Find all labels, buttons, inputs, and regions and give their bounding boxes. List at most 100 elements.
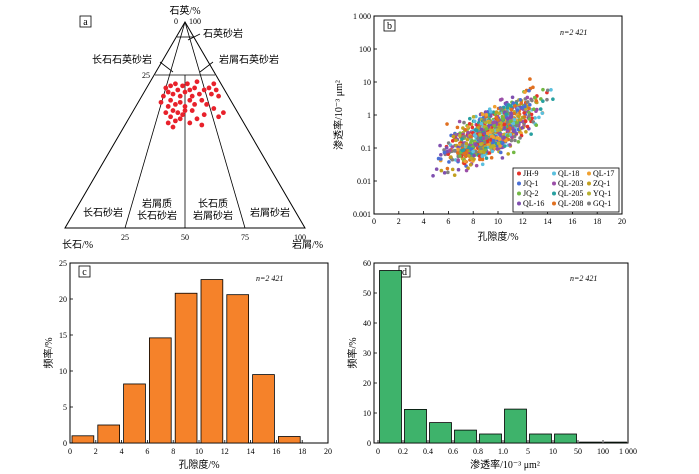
legend-marker bbox=[587, 191, 591, 196]
scatter-point bbox=[503, 144, 507, 148]
ternary-point bbox=[211, 106, 217, 111]
scatter-point bbox=[448, 148, 452, 153]
ternary-point bbox=[161, 93, 166, 99]
scatter-ytick-label: 10 bbox=[363, 78, 371, 87]
scatter-point bbox=[496, 141, 501, 146]
scatter-point bbox=[455, 125, 460, 130]
ternary-point bbox=[182, 104, 188, 109]
hist-d-ytick-label: 10 bbox=[363, 409, 371, 418]
scatter-point bbox=[456, 167, 461, 172]
ternary-point bbox=[197, 91, 202, 97]
scatter-point bbox=[480, 157, 485, 162]
hist-c-xtick-label: 8 bbox=[171, 447, 175, 456]
ternary-point bbox=[211, 81, 217, 87]
scatter-point bbox=[484, 127, 489, 131]
scatter-point bbox=[482, 131, 487, 136]
scatter-point bbox=[457, 119, 462, 124]
scatter-point bbox=[519, 101, 524, 105]
scatter-point bbox=[502, 125, 507, 130]
scatter-point bbox=[525, 95, 530, 100]
scatter-point bbox=[450, 145, 455, 149]
scatter-point bbox=[526, 100, 530, 104]
ternary-point bbox=[201, 87, 207, 93]
scatter-point bbox=[527, 106, 531, 111]
scatter-point bbox=[479, 127, 484, 132]
scatter-point bbox=[522, 111, 526, 115]
scatter-point bbox=[527, 113, 531, 118]
scatter-point bbox=[439, 152, 443, 157]
scatter-point bbox=[522, 114, 527, 119]
hist-c-xtick-label: 6 bbox=[145, 447, 149, 456]
scatter-point bbox=[468, 162, 473, 167]
hist-d-ytick-label: 30 bbox=[363, 349, 371, 358]
scatter-point bbox=[458, 154, 462, 158]
scatter-point bbox=[466, 130, 470, 135]
scatter-point bbox=[496, 118, 500, 122]
hist-c-xtick-label: 12 bbox=[221, 447, 229, 456]
field-label-arkose: 长石砂岩 bbox=[83, 206, 123, 219]
hist-d-xtick-label: 0.8 bbox=[473, 447, 483, 456]
legend-marker bbox=[552, 171, 556, 176]
scatter-point bbox=[447, 160, 451, 164]
ternary-point bbox=[192, 102, 198, 107]
hist-d-bar bbox=[479, 433, 502, 444]
scatter-point bbox=[474, 143, 478, 147]
ternary-point bbox=[163, 85, 169, 91]
ternary-point bbox=[216, 114, 222, 120]
ternary-point bbox=[192, 85, 198, 91]
hist-c-bar bbox=[174, 292, 198, 444]
scatter-point bbox=[513, 138, 517, 143]
legend-item: QL-17 bbox=[593, 169, 614, 178]
scatter-point bbox=[449, 155, 453, 159]
legend-item: QL-205 bbox=[558, 189, 583, 198]
ternary-point bbox=[165, 104, 171, 109]
scatter-point bbox=[444, 146, 449, 150]
scatter-point bbox=[508, 126, 512, 130]
scatter-point bbox=[460, 143, 465, 148]
ternary-point bbox=[187, 87, 193, 93]
scatter-point bbox=[479, 149, 483, 154]
ternary-point bbox=[170, 124, 176, 130]
scatter-xtick-label: 0 bbox=[372, 217, 376, 226]
ternary-point bbox=[165, 120, 171, 126]
scatter-point bbox=[541, 99, 545, 103]
scatter-point bbox=[509, 138, 514, 143]
scatter-point bbox=[475, 128, 479, 133]
scatter-point bbox=[445, 122, 449, 126]
scatter-point bbox=[508, 143, 512, 147]
scatter-point bbox=[485, 136, 489, 140]
scatter-point bbox=[500, 117, 505, 121]
ternary-point bbox=[194, 116, 200, 122]
scatter-point bbox=[464, 141, 469, 146]
ternary-point bbox=[180, 112, 186, 118]
hist-c-xtick-label: 14 bbox=[247, 447, 255, 456]
scatter-point bbox=[431, 173, 435, 178]
scatter-point bbox=[474, 163, 479, 168]
scatter-point bbox=[479, 121, 484, 126]
ternary-apex-right: 岩屑/% bbox=[292, 238, 323, 251]
scatter-point bbox=[472, 153, 476, 158]
hist-d-bar bbox=[454, 429, 477, 444]
hist-c-bar bbox=[148, 337, 172, 444]
scatter-point bbox=[442, 150, 447, 155]
scatter-point bbox=[470, 125, 475, 130]
panel-b-box bbox=[383, 19, 396, 32]
scatter-point bbox=[518, 118, 523, 122]
ternary-point bbox=[170, 91, 176, 97]
hist-d-bar bbox=[579, 441, 602, 444]
scatter-point bbox=[469, 134, 473, 139]
ternary-point bbox=[189, 93, 195, 99]
ternary-points bbox=[158, 79, 226, 130]
scatter-point bbox=[490, 149, 495, 154]
field-label-quartz-sandstone: 石英砂岩 bbox=[203, 27, 243, 40]
scatter-ytick-label: 100 bbox=[359, 45, 371, 54]
scatter-point bbox=[471, 115, 476, 119]
scatter-point bbox=[497, 111, 502, 116]
scatter-point bbox=[499, 121, 503, 125]
legend-item: QL-208 bbox=[558, 199, 583, 208]
ternary-point bbox=[173, 118, 178, 124]
scatter-xtick-label: 10 bbox=[494, 217, 502, 226]
hist-c-ylabel: 频率/% bbox=[42, 337, 55, 368]
hist-c-xtick-label: 18 bbox=[298, 447, 306, 456]
scatter-legend: JH-9 QL-18 QL-17 JQ-1 QL-203 ZQ-1 JQ-2 QL-205 YQ… bbox=[512, 167, 620, 213]
